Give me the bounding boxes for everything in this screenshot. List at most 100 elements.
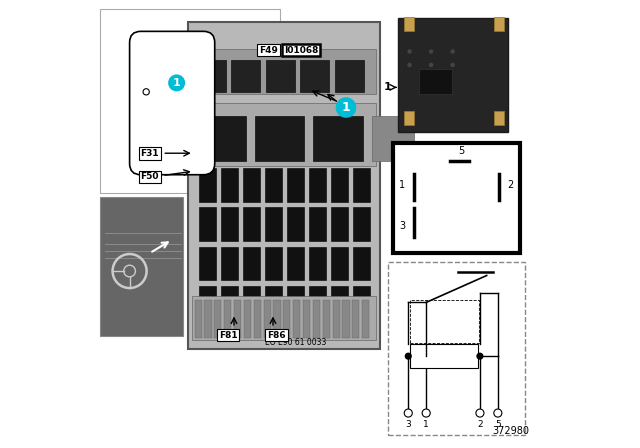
Bar (243, 286, 260, 320)
Bar (221, 247, 238, 280)
Bar (331, 286, 348, 320)
Text: 1: 1 (342, 101, 350, 114)
Text: 5: 5 (458, 146, 464, 156)
Bar (353, 247, 370, 280)
Text: 1: 1 (383, 82, 391, 92)
Circle shape (476, 353, 484, 360)
Bar (314, 116, 362, 161)
Circle shape (168, 74, 185, 91)
Bar (392, 143, 520, 253)
Bar (199, 286, 216, 320)
Bar (353, 168, 370, 202)
Bar (331, 207, 348, 241)
Text: 2: 2 (477, 420, 483, 429)
Bar (371, 116, 414, 161)
Bar (244, 300, 251, 338)
Bar (331, 247, 348, 280)
Circle shape (404, 409, 412, 417)
Bar (362, 300, 369, 338)
Bar (231, 60, 260, 92)
Text: EO E90 61 0033: EO E90 61 0033 (266, 338, 327, 347)
Text: 1: 1 (423, 420, 429, 429)
Bar (255, 116, 305, 161)
Text: 3: 3 (399, 221, 406, 231)
Bar (404, 111, 414, 125)
Bar (287, 286, 304, 320)
Bar (197, 116, 246, 161)
Bar (214, 300, 221, 338)
Text: 2: 2 (508, 180, 513, 190)
Text: F81: F81 (219, 331, 237, 340)
Bar (494, 111, 504, 125)
Bar (353, 286, 370, 320)
Text: F31: F31 (140, 149, 159, 158)
Bar (309, 207, 326, 241)
Circle shape (476, 409, 484, 417)
Bar (204, 300, 212, 338)
Text: 1: 1 (399, 180, 406, 190)
Bar (388, 262, 525, 435)
Circle shape (407, 63, 412, 67)
Bar (404, 17, 414, 31)
Text: 3: 3 (405, 420, 411, 429)
Bar (323, 300, 330, 338)
Circle shape (336, 97, 356, 118)
Bar (342, 300, 349, 338)
Bar (313, 300, 320, 338)
Text: F86: F86 (268, 331, 286, 340)
Bar (293, 300, 300, 338)
Bar (284, 300, 291, 338)
Text: 1: 1 (173, 78, 180, 88)
Bar (273, 300, 280, 338)
Text: I01068: I01068 (284, 46, 318, 55)
Circle shape (451, 63, 455, 67)
Bar (199, 207, 216, 241)
Text: F50: F50 (141, 172, 159, 181)
Bar (243, 207, 260, 241)
Bar (265, 207, 282, 241)
Circle shape (451, 49, 455, 54)
Bar (287, 247, 304, 280)
Bar (309, 168, 326, 202)
Bar (192, 296, 376, 340)
Bar (265, 286, 282, 320)
Text: 372980: 372980 (492, 426, 529, 436)
Bar (410, 344, 477, 368)
Bar (221, 286, 238, 320)
Bar (410, 300, 479, 343)
Bar (266, 60, 295, 92)
Bar (100, 197, 184, 336)
Bar (199, 247, 216, 280)
Bar (352, 300, 360, 338)
Circle shape (404, 353, 412, 360)
Circle shape (494, 409, 502, 417)
Bar (221, 168, 238, 202)
Bar (398, 18, 508, 132)
Bar (264, 300, 271, 338)
Bar (419, 69, 452, 94)
Bar (309, 286, 326, 320)
Text: F49: F49 (259, 46, 278, 55)
Bar (494, 17, 504, 31)
Bar (188, 22, 380, 349)
Circle shape (429, 49, 433, 54)
Bar (309, 247, 326, 280)
Bar (195, 300, 202, 338)
Circle shape (143, 89, 149, 95)
Bar (243, 168, 260, 202)
Bar (234, 300, 241, 338)
Bar (221, 207, 238, 241)
FancyBboxPatch shape (130, 31, 215, 175)
Bar (131, 71, 140, 76)
Bar (197, 60, 226, 92)
Bar (333, 300, 340, 338)
Bar (253, 300, 261, 338)
Bar (303, 300, 310, 338)
Bar (192, 103, 376, 166)
Bar (192, 49, 376, 94)
Circle shape (407, 49, 412, 54)
Bar (287, 207, 304, 241)
Bar (335, 60, 364, 92)
Bar (100, 9, 280, 193)
Bar (287, 168, 304, 202)
